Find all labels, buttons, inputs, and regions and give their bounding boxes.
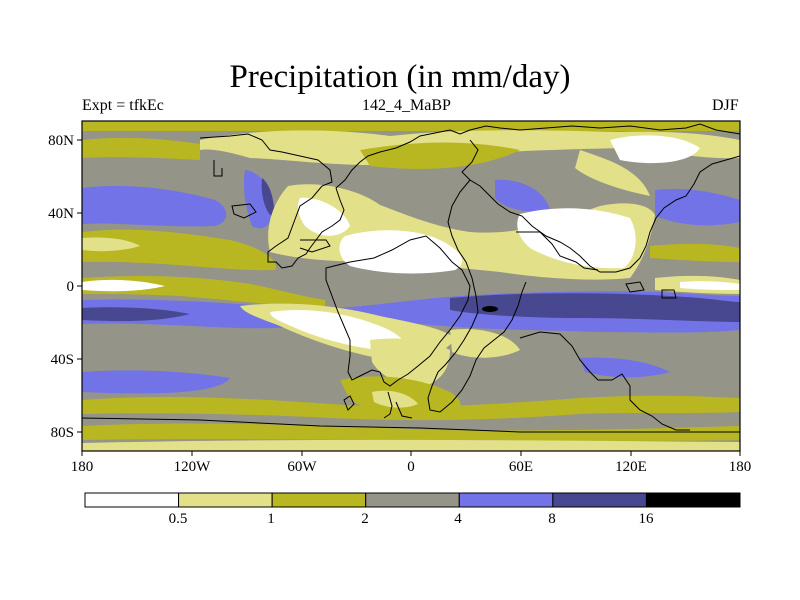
plot-title: Precipitation (in mm/day): [229, 59, 571, 95]
season-label: DJF: [712, 97, 739, 114]
lon-tick-label: 60W: [287, 459, 317, 475]
colorbar-level-label: 4: [454, 511, 462, 527]
colorbar-level-label: 0.5: [169, 511, 188, 527]
continent-outlines: [82, 123, 740, 433]
colorbar-level-label: 2: [361, 511, 369, 527]
colorbar-box: [645, 492, 741, 508]
colorbar-level-label: 16: [639, 511, 655, 527]
colorbar-box: [458, 492, 554, 508]
lat-tick-label: 0: [67, 279, 75, 295]
colorbar-box: [552, 492, 647, 508]
period-label: 142_4_MaBP: [362, 97, 451, 114]
colorbar-box: [365, 492, 460, 508]
colorbar: [84, 492, 741, 508]
lon-tick-label: 0: [407, 459, 415, 475]
lon-tick-label: 180: [729, 459, 752, 475]
colorbar-box: [178, 492, 273, 508]
lon-tick-label: 120W: [174, 459, 212, 475]
lat-tick-label: 80N: [48, 133, 74, 149]
colorbar-box: [84, 492, 180, 508]
lon-tick-label: 180: [71, 459, 94, 475]
lat-tick-label: 40N: [48, 206, 74, 222]
lon-tick-label: 60E: [509, 459, 533, 475]
lat-tick-label: 80S: [51, 425, 74, 441]
colorbar-level-label: 8: [548, 511, 556, 527]
contour-field: [82, 121, 740, 451]
colorbar-box: [271, 492, 367, 508]
lat-tick-label: 40S: [51, 352, 74, 368]
experiment-label: Expt = tfkEc: [82, 97, 164, 114]
lon-tick-label: 120E: [615, 459, 647, 475]
colorbar-level-label: 1: [267, 511, 275, 527]
